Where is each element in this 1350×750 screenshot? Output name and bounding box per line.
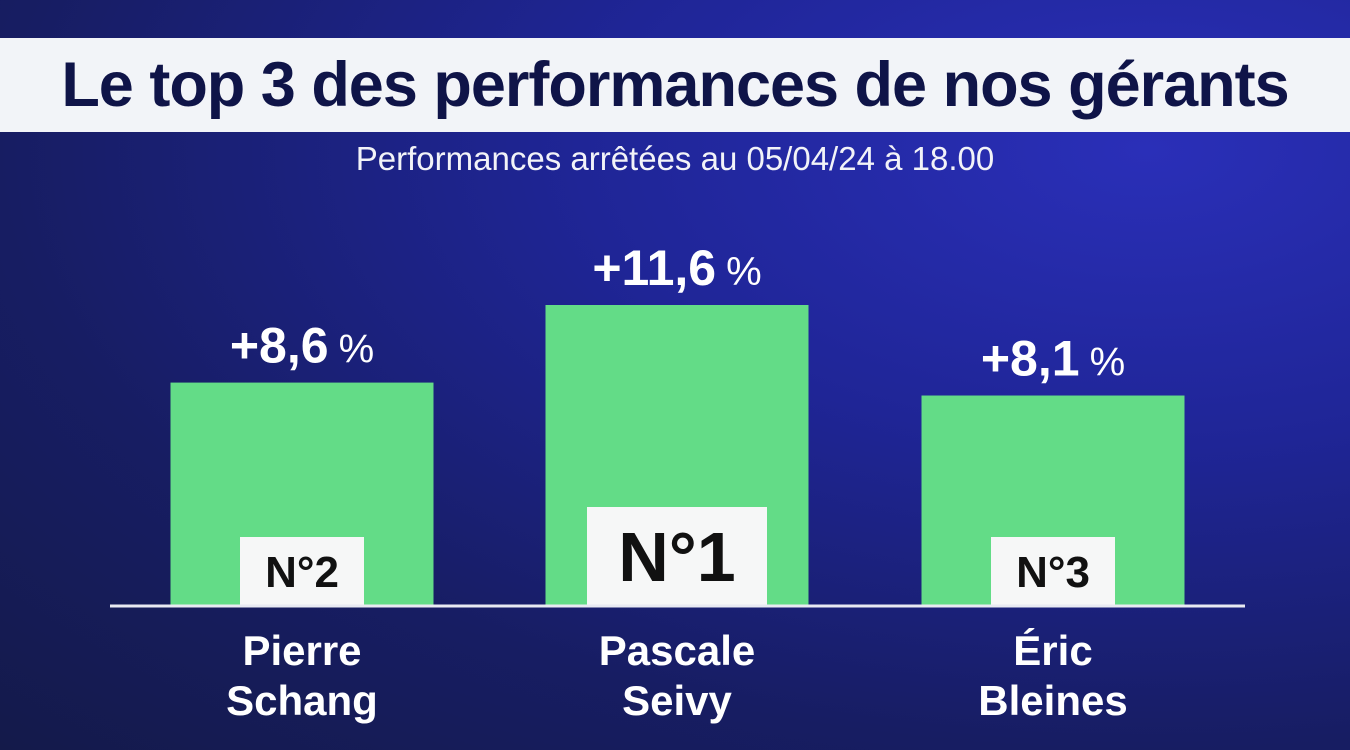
chart-subtitle: Performances arrêtées au 05/04/24 à 18.0…	[355, 140, 995, 177]
name-label-1-1: Pierre	[242, 627, 361, 674]
chart-title: Le top 3 des performances de nos gérants	[61, 50, 1289, 120]
value-label-3: +8,1%	[981, 331, 1125, 387]
name-label-1-2: Schang	[226, 677, 378, 724]
name-label-2-2: Seivy	[622, 677, 732, 724]
title-band	[0, 38, 1350, 132]
rank-label-1: N°2	[265, 548, 339, 597]
name-label-3-2: Bleines	[978, 677, 1127, 724]
rank-badge-2	[587, 507, 767, 605]
name-label-3-1: Éric	[1013, 627, 1092, 674]
name-label-2-1: Pascale	[599, 627, 755, 674]
rank-badge-3	[991, 537, 1115, 605]
rank-label-2: N°1	[618, 518, 735, 596]
value-label-1: +8,6%	[230, 318, 374, 374]
rank-badge-1	[240, 537, 364, 605]
value-label-2: +11,6%	[592, 240, 761, 296]
rank-label-3: N°3	[1016, 548, 1090, 597]
